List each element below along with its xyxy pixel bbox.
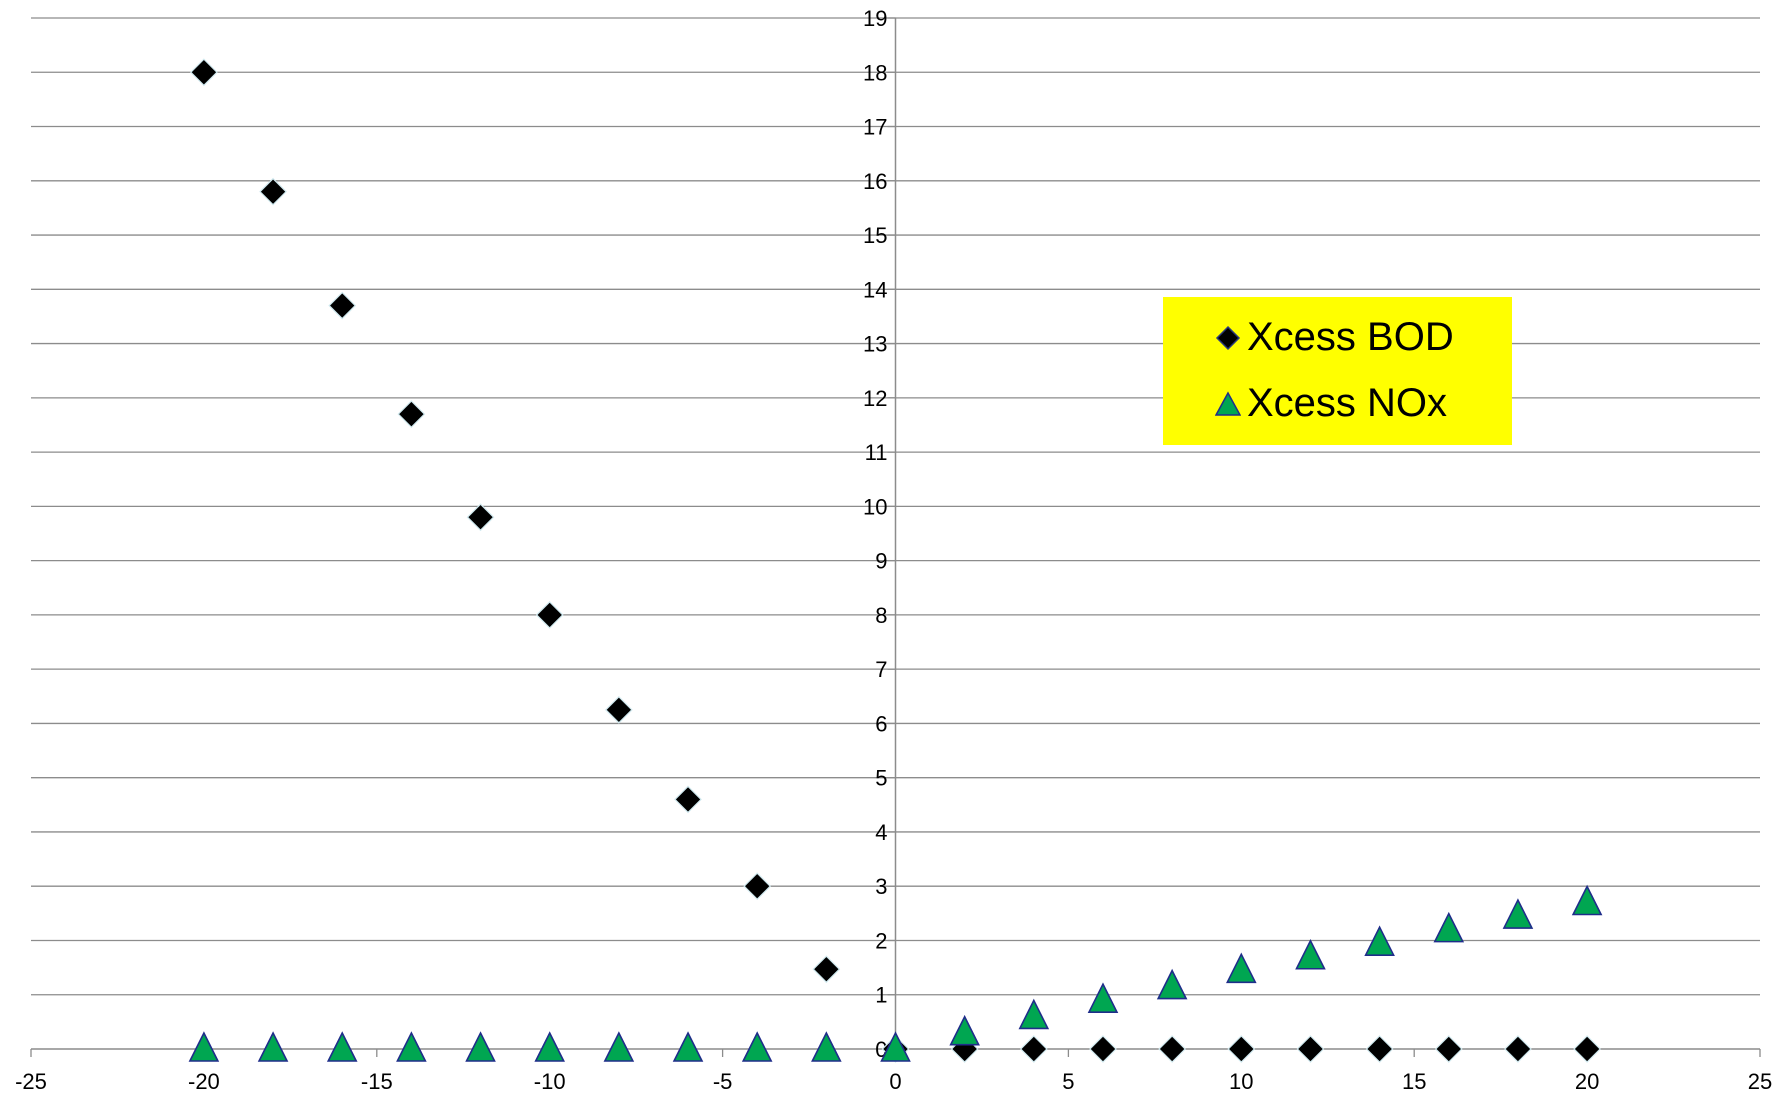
- bod-point: [605, 696, 633, 724]
- triangle-marker-icon: [1215, 390, 1241, 416]
- legend: Xcess BOD Xcess NOx: [1163, 297, 1512, 445]
- nox-point: [1502, 898, 1534, 929]
- bod-point: [1434, 1035, 1463, 1063]
- legend-label-xcess-bod: Xcess BOD: [1247, 315, 1454, 359]
- nox-point: [1018, 998, 1050, 1030]
- legend-item-xcess-bod: Xcess BOD: [1215, 315, 1454, 360]
- y-tick-label-2: 2: [875, 928, 887, 953]
- nox-point: [1295, 938, 1326, 970]
- bod-point: [466, 503, 495, 532]
- nox-point: [1087, 982, 1119, 1013]
- bod-point: [1573, 1035, 1601, 1063]
- bod-point: [1227, 1035, 1256, 1063]
- nox-point: [1226, 952, 1257, 984]
- nox-point: [326, 1031, 358, 1062]
- axes: [31, 18, 1760, 1050]
- nox-point: [1571, 884, 1603, 916]
- y-tick-label-7: 7: [875, 657, 887, 682]
- nox-point: [465, 1031, 496, 1062]
- x-tick-label--10: -10: [534, 1069, 566, 1094]
- bod-point: [1296, 1035, 1325, 1063]
- y-tick-label-17: 17: [863, 115, 887, 140]
- y-tick-label-4: 4: [875, 820, 887, 845]
- x-tick-label-5: 5: [1062, 1069, 1074, 1094]
- x-tick-label-25: 25: [1748, 1069, 1772, 1094]
- nox-point: [603, 1031, 635, 1062]
- nox-point: [811, 1031, 842, 1062]
- x-tick-label--20: -20: [188, 1069, 220, 1094]
- bod-point: [397, 400, 426, 428]
- nox-point: [949, 1014, 980, 1046]
- bod-point: [535, 601, 564, 629]
- bod-point: [259, 177, 287, 206]
- series-xcess-nox: [188, 884, 1603, 1062]
- y-tick-label-8: 8: [875, 603, 887, 628]
- y-tick-label-3: 3: [875, 874, 887, 899]
- nox-point: [188, 1031, 220, 1062]
- nox-point: [672, 1031, 704, 1062]
- series-xcess-bod: [190, 58, 1601, 1063]
- bod-point: [1019, 1035, 1048, 1063]
- x-tick-label--25: -25: [15, 1069, 47, 1094]
- legend-item-xcess-nox: Xcess NOx: [1215, 381, 1447, 426]
- nox-point: [396, 1031, 427, 1062]
- y-tick-label-16: 16: [863, 169, 887, 194]
- x-tick-label-10: 10: [1229, 1069, 1253, 1094]
- x-tick-label-15: 15: [1402, 1069, 1426, 1094]
- bod-point: [743, 872, 772, 901]
- y-tick-label-19: 19: [863, 6, 887, 31]
- y-tick-label-12: 12: [863, 386, 887, 411]
- diamond-marker-icon: [1215, 325, 1241, 350]
- nox-point: [1364, 925, 1395, 956]
- y-tick-label-6: 6: [875, 711, 887, 736]
- x-tick-label--15: -15: [361, 1069, 393, 1094]
- bod-point: [328, 291, 357, 320]
- bod-point: [1158, 1035, 1186, 1063]
- nox-point: [741, 1031, 773, 1062]
- bod-point: [812, 955, 841, 984]
- y-tick-label-14: 14: [863, 277, 887, 302]
- legend-label-xcess-nox: Xcess NOx: [1247, 381, 1448, 425]
- y-tick-label-11: 11: [865, 440, 888, 465]
- bod-point: [1089, 1035, 1117, 1063]
- y-tick-label-15: 15: [863, 223, 887, 248]
- bod-point: [190, 58, 218, 87]
- y-tick-label-13: 13: [863, 332, 887, 357]
- x-tick-label--5: -5: [713, 1069, 733, 1094]
- y-tick-label-9: 9: [875, 549, 887, 574]
- nox-point: [1156, 968, 1188, 1000]
- nox-point: [534, 1031, 565, 1062]
- y-tick-label-10: 10: [863, 494, 887, 519]
- x-tick-label-20: 20: [1575, 1069, 1599, 1094]
- y-tick-label-5: 5: [875, 766, 887, 791]
- x-axis-ticks: -25 -20 -15 -10 -5 0 5 10 15 20 25: [15, 1049, 1772, 1094]
- bod-point: [1504, 1035, 1532, 1063]
- nox-point: [257, 1031, 289, 1062]
- nox-point: [880, 1031, 911, 1062]
- bod-point: [674, 785, 702, 814]
- nox-point: [1433, 911, 1465, 943]
- bod-point: [1365, 1035, 1394, 1063]
- x-tick-label-0: 0: [889, 1069, 901, 1094]
- y-tick-label-18: 18: [863, 60, 887, 85]
- y-tick-label-1: 1: [875, 983, 887, 1008]
